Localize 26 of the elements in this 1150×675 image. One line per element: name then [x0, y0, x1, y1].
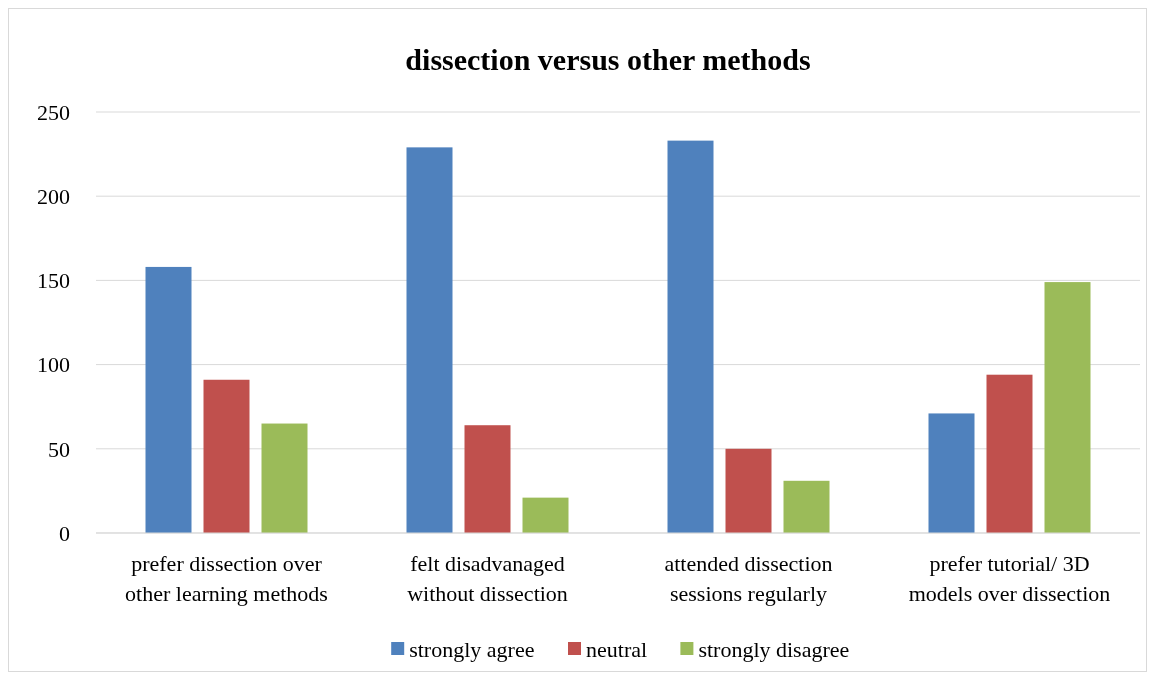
legend-label: neutral — [586, 636, 648, 662]
x-tick-label: attended dissection sessions regularly — [664, 551, 833, 606]
y-tick-label: 200 — [37, 183, 70, 209]
bar — [145, 266, 192, 533]
bar — [522, 497, 569, 533]
legend-label: strongly disagree — [698, 636, 850, 662]
x-tick-label: prefer dissection over other learning methods — [125, 551, 328, 606]
y-tick-label: 100 — [37, 352, 70, 378]
y-tick-label: 150 — [37, 268, 70, 294]
bar — [261, 423, 308, 533]
x-tick-label: prefer tutorial/ 3D models over dissection — [908, 551, 1111, 606]
legend-label: strongly agree — [409, 636, 535, 662]
y-tick-label: 250 — [37, 99, 70, 125]
bar — [667, 140, 714, 533]
bar — [725, 448, 772, 533]
bar — [203, 379, 250, 533]
bar — [464, 425, 511, 533]
x-tick-label: felt disadvanaged without dissection — [407, 551, 568, 606]
bar — [1044, 282, 1091, 533]
bar — [406, 147, 453, 533]
chart-title: dissection versus other methods — [405, 43, 811, 76]
y-tick-label: 50 — [48, 436, 70, 462]
y-tick-label: 0 — [59, 520, 70, 546]
bar — [783, 480, 830, 533]
bar — [986, 374, 1033, 533]
bar — [928, 413, 975, 533]
